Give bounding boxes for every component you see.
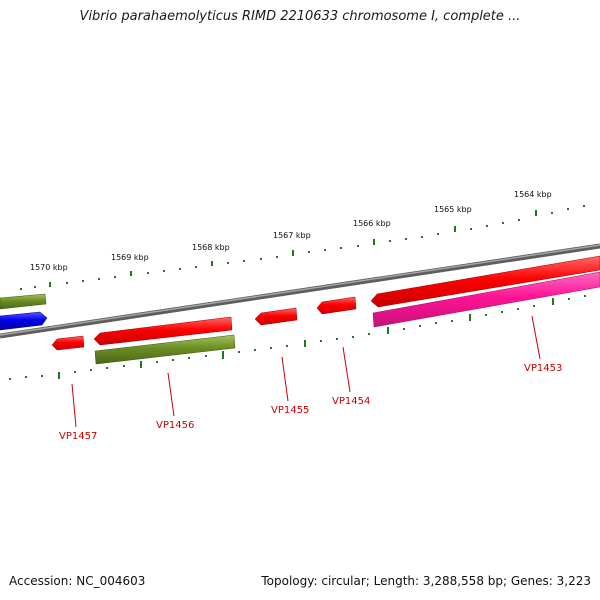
scale-label-1569: 1569 kbp — [111, 253, 149, 262]
summary-text: Topology: circular; Length: 3,288,558 bp… — [261, 574, 591, 588]
label-leaders — [71, 315, 541, 428]
scale-label-1564: 1564 kbp — [514, 190, 552, 199]
chromosome-backbone — [0, 243, 600, 339]
gene-olive-forward[interactable] — [0, 293, 47, 310]
map-title: Vibrio parahaemolyticus RIMD 2210633 chr… — [79, 9, 521, 24]
outer-scale-ticks — [20, 205, 585, 290]
inner-scale-ticks — [9, 295, 586, 380]
chromosome-backbone-highlight — [0, 244, 600, 336]
scale-label-1570: 1570 kbp — [30, 263, 68, 272]
gene-label-vp1456[interactable]: VP1456 — [156, 420, 194, 431]
gene-vp1455[interactable] — [254, 307, 298, 326]
accession-text: Accession: NC_004603 — [9, 574, 146, 588]
gene-vp1457[interactable] — [51, 335, 85, 351]
scale-label-1566: 1566 kbp — [353, 219, 391, 228]
gene-vp1456-red[interactable] — [93, 316, 233, 346]
scale-label-1565: 1565 kbp — [434, 205, 472, 214]
gene-label-vp1453[interactable]: VP1453 — [524, 363, 562, 374]
gene-vp1456[interactable] — [94, 334, 236, 365]
gene-label-vp1454[interactable]: VP1454 — [332, 396, 370, 407]
gene-blue-forward[interactable] — [0, 311, 48, 331]
scale-label-1567: 1567 kbp — [273, 231, 311, 240]
gene-label-vp1455[interactable]: VP1455 — [271, 405, 309, 416]
scale-label-1568: 1568 kbp — [192, 243, 230, 252]
gene-vp1453[interactable] — [372, 271, 600, 328]
gene-vp1453-red[interactable] — [370, 255, 600, 308]
gene-vp1454[interactable] — [316, 296, 357, 315]
gene-label-vp1457[interactable]: VP1457 — [59, 431, 97, 442]
